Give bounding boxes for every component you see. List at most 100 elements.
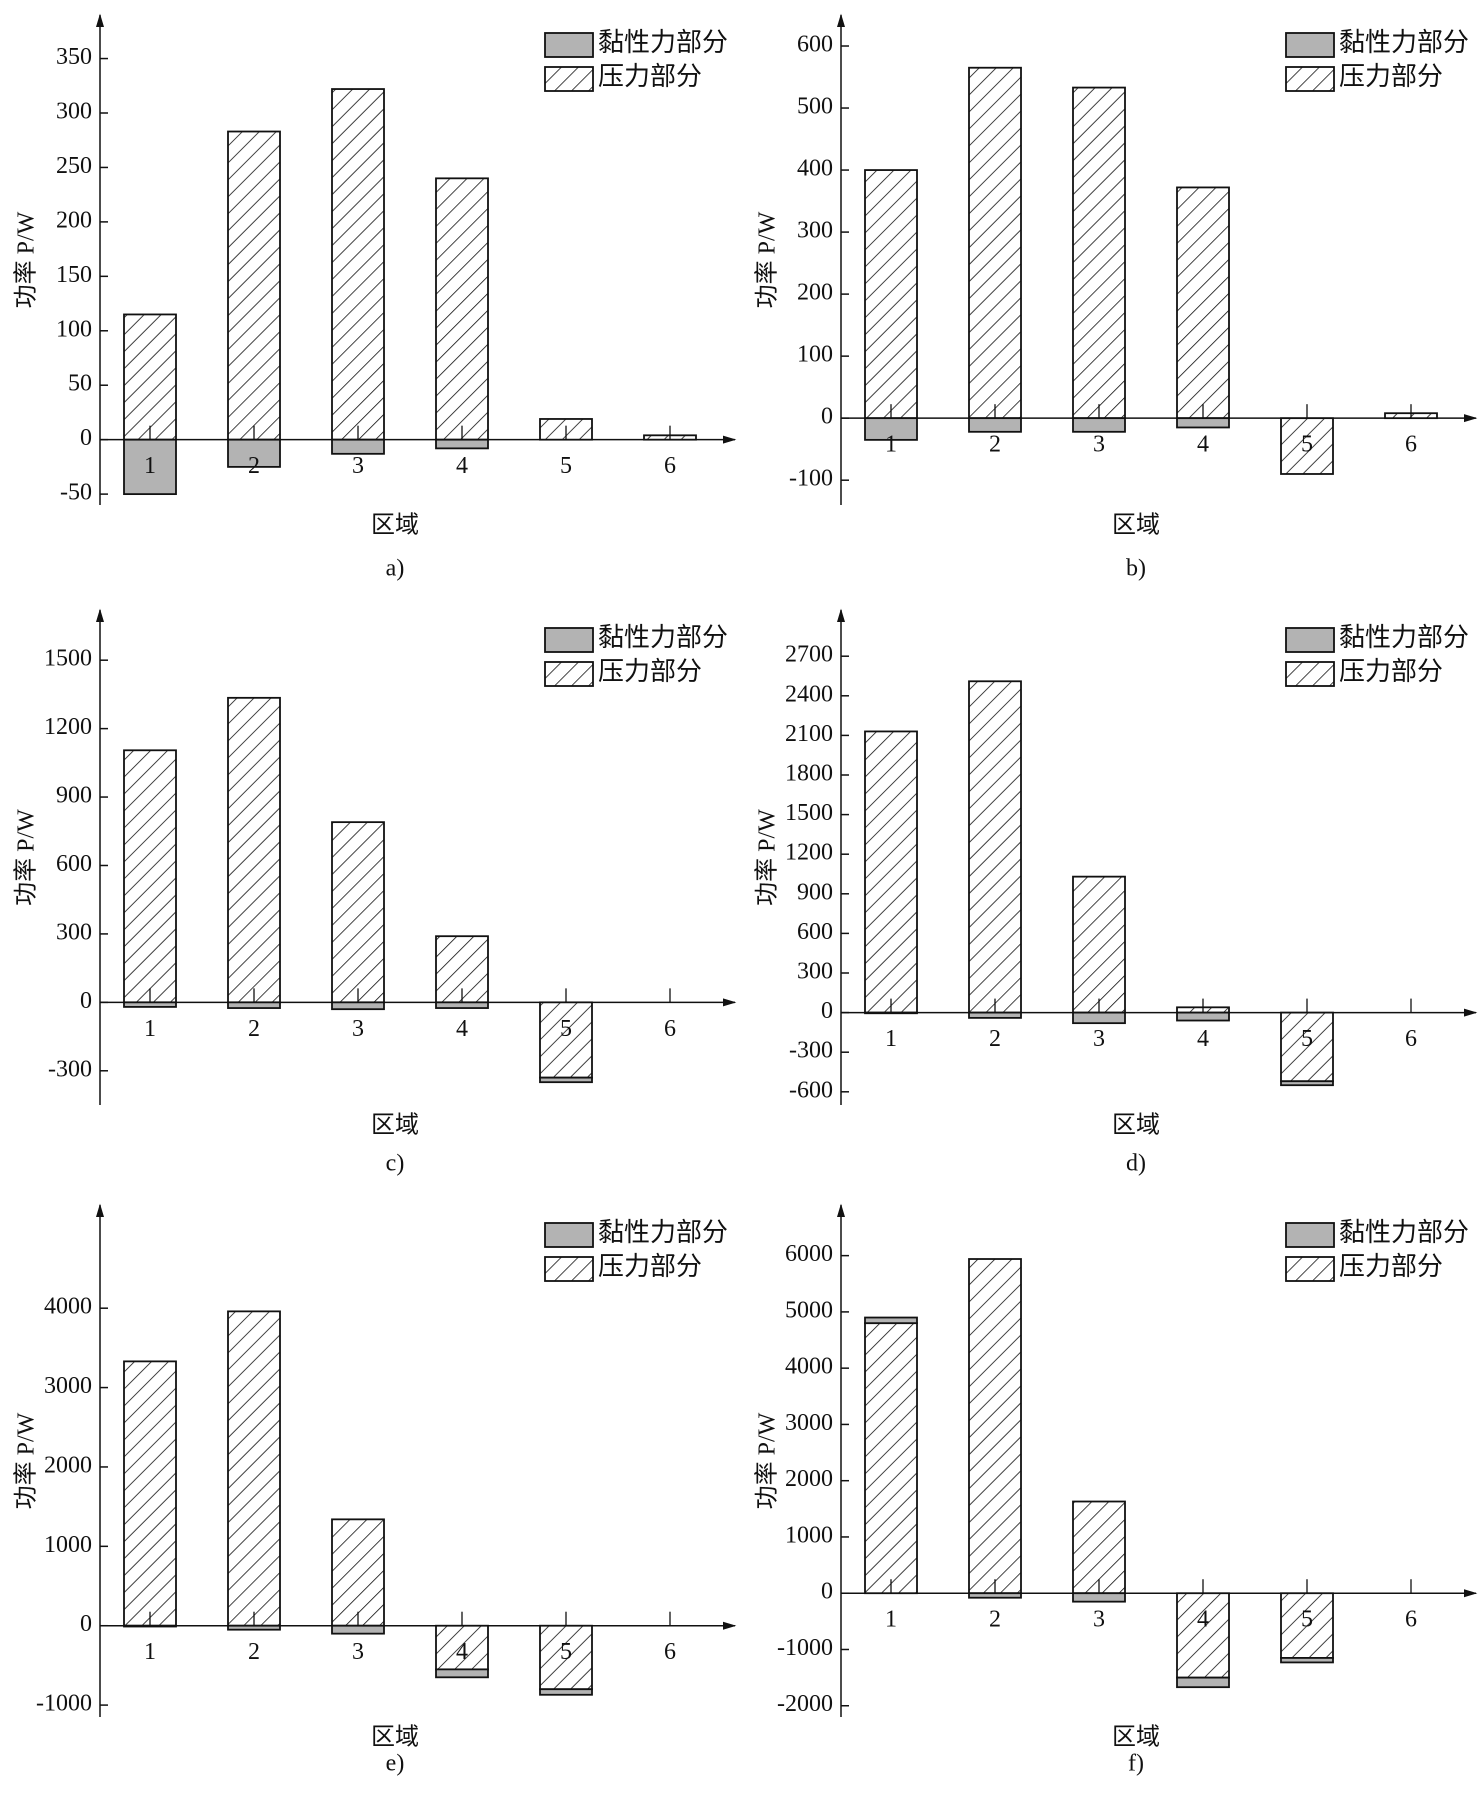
y-tick-label: 900 — [797, 879, 833, 905]
x-axis-title: 区域 — [1112, 1724, 1160, 1751]
x-tick-label: 2 — [989, 1607, 1001, 1633]
bar-viscous — [1280, 1080, 1334, 1087]
y-axis-title: 功率 P/W — [754, 809, 781, 906]
panel-caption: e) — [386, 1751, 405, 1777]
x-tick-label: 5 — [560, 1016, 572, 1042]
y-tick-label: 1200 — [785, 840, 833, 866]
bar-pressure — [123, 313, 177, 441]
y-tick-label: 3000 — [44, 1373, 92, 1399]
y-tick-label: 2000 — [44, 1452, 92, 1478]
bar-viscous — [123, 438, 177, 496]
y-tick-label: 500 — [797, 94, 833, 120]
y-tick-label: -1000 — [36, 1691, 92, 1717]
bar-pressure — [123, 749, 177, 1004]
y-tick-label: 250 — [56, 153, 92, 179]
y-tick-label: 600 — [56, 851, 92, 877]
y-tick-label: 5000 — [785, 1297, 833, 1323]
legend-swatch — [1285, 661, 1335, 687]
y-tick-label: 1500 — [785, 800, 833, 826]
legend-swatch — [544, 627, 594, 653]
legend-swatch — [1285, 1256, 1335, 1282]
y-tick-label: 300 — [797, 218, 833, 244]
bar-viscous — [1176, 1011, 1230, 1022]
bar-pressure — [331, 821, 385, 1004]
y-tick-label: 0 — [80, 425, 92, 451]
x-tick-label: 6 — [664, 1016, 676, 1042]
x-tick-label: 3 — [352, 1639, 364, 1665]
y-tick-label: 300 — [797, 959, 833, 985]
y-tick-label: 150 — [56, 262, 92, 288]
bar-pressure — [1176, 1592, 1230, 1679]
legend-label: 压力部分 — [1339, 1252, 1443, 1281]
legend-swatch — [1285, 1222, 1335, 1248]
y-axis-title: 功率 P/W — [13, 809, 40, 906]
bar-viscous — [123, 1624, 177, 1628]
bar-viscous — [539, 1688, 593, 1696]
bar-viscous — [331, 1001, 385, 1011]
y-tick-label: 0 — [80, 1611, 92, 1637]
y-tick-label: 2400 — [785, 681, 833, 707]
legend-label: 压力部分 — [598, 657, 702, 686]
x-tick-label: 6 — [664, 453, 676, 479]
y-tick-label: 1800 — [785, 761, 833, 787]
y-axis-title: 功率 P/W — [13, 211, 40, 308]
y-tick-label: -1000 — [777, 1635, 833, 1661]
y-tick-label: 1000 — [44, 1532, 92, 1558]
y-tick-label: 350 — [56, 44, 92, 70]
x-tick-label: 4 — [1197, 1026, 1209, 1052]
x-tick-label: 6 — [1405, 432, 1417, 458]
panel-caption: f) — [1128, 1751, 1144, 1777]
x-tick-label: 5 — [560, 1639, 572, 1665]
bar-pressure — [1280, 1592, 1334, 1659]
panel: -50 0 50 100 150 200 250 300 350 1 2 3 4 5 6 区域 功率 P/W 黏性… — [13, 13, 737, 582]
y-tick-label: -50 — [60, 480, 92, 506]
y-tick-label: 2000 — [785, 1466, 833, 1492]
bar-viscous — [227, 1001, 281, 1009]
y-tick-label: 2700 — [785, 642, 833, 668]
y-axis-title: 功率 P/W — [13, 1412, 40, 1509]
y-tick-label: 0 — [80, 988, 92, 1014]
legend-label: 黏性力部分 — [598, 623, 728, 652]
bar-viscous — [331, 438, 385, 455]
bar-pressure — [1072, 875, 1126, 1014]
legend-swatch — [544, 1256, 594, 1282]
y-tick-label: 6000 — [785, 1241, 833, 1267]
y-tick-label: 1500 — [44, 646, 92, 672]
y-tick-label: 50 — [68, 371, 92, 397]
bar-pressure — [968, 1258, 1022, 1595]
y-tick-label: 2100 — [785, 721, 833, 747]
x-tick-label: 4 — [456, 1016, 468, 1042]
bar-pressure — [227, 130, 281, 441]
bar-viscous — [864, 1316, 918, 1325]
y-tick-label: -2000 — [777, 1691, 833, 1717]
x-tick-label: 1 — [885, 1607, 897, 1633]
legend-label: 黏性力部分 — [1339, 623, 1469, 652]
bar-viscous — [331, 1624, 385, 1635]
legend-swatch — [1285, 627, 1335, 653]
y-tick-label: 600 — [797, 919, 833, 945]
panel-caption: d) — [1126, 1151, 1146, 1177]
bar-viscous — [123, 1001, 177, 1008]
y-tick-label: 1000 — [785, 1522, 833, 1548]
legend-label: 压力部分 — [598, 1252, 702, 1281]
x-tick-label: 3 — [1093, 432, 1105, 458]
bar-viscous — [968, 417, 1022, 433]
legend-swatch — [544, 1222, 594, 1248]
bar-viscous — [227, 1624, 281, 1631]
y-tick-label: 1200 — [44, 714, 92, 740]
y-tick-label: -600 — [789, 1077, 833, 1103]
bar-pressure — [864, 1322, 918, 1595]
bar-pressure — [331, 1518, 385, 1627]
x-tick-label: 1 — [144, 453, 156, 479]
panel: -2000 -1000 0 1000 2000 3000 4000 5000 6000 1 2 3 4 5… — [754, 1203, 1478, 1777]
legend-label: 黏性力部分 — [1339, 1218, 1469, 1247]
x-tick-label: 3 — [352, 453, 364, 479]
panel: -600 -300 0 300 600 900 1200 1500 1800 2100 2400 27… — [754, 608, 1478, 1177]
y-tick-label: 0 — [821, 1579, 833, 1605]
x-axis-title: 区域 — [1112, 512, 1160, 539]
